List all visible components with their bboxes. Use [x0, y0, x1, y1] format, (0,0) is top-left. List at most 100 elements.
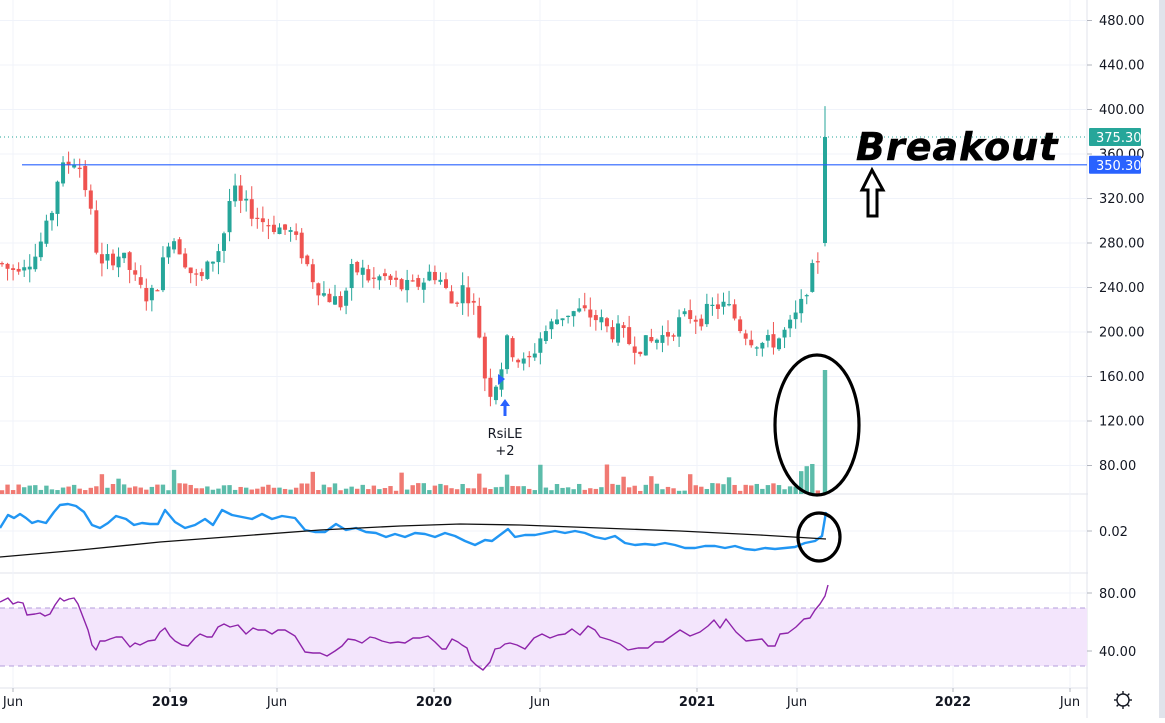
- volume-bar: [765, 485, 771, 494]
- candle: [310, 258, 315, 289]
- volume-bar: [515, 486, 521, 494]
- volume-bar: [171, 469, 177, 494]
- price-axis-label: 200.00: [1099, 326, 1145, 341]
- volume-bar: [249, 489, 254, 494]
- volume-bar: [410, 485, 415, 494]
- candle: [754, 346, 759, 357]
- candle: [72, 158, 77, 169]
- volume-bar: [577, 483, 582, 494]
- volume-bar: [83, 490, 88, 494]
- candle: [338, 291, 343, 311]
- volume-bar: [227, 485, 232, 494]
- volume-bar: [22, 487, 27, 494]
- candle: [671, 333, 676, 342]
- candle: [94, 200, 99, 255]
- candle: [294, 223, 299, 241]
- indicator-highlight-ellipse[interactable]: [796, 511, 842, 563]
- price-axis-label: 320.00: [1099, 192, 1145, 207]
- candle: [527, 351, 532, 368]
- scrollbar[interactable]: [1159, 0, 1165, 718]
- price-lines[interactable]: [0, 136, 1087, 166]
- volume-bar: [610, 483, 615, 494]
- volume-bar: [393, 490, 399, 494]
- candle: [604, 316, 609, 333]
- candle: [271, 215, 276, 235]
- candle: [105, 244, 110, 270]
- volume-bar: [166, 490, 171, 494]
- drawings[interactable]: RsiLE +2 Breakout: [488, 125, 1060, 563]
- candle: [160, 246, 165, 293]
- price-axis-label: 120.00: [1099, 415, 1145, 430]
- volume-bar: [560, 487, 565, 494]
- candle: [510, 336, 515, 362]
- candle: [0, 261, 4, 267]
- candle: [277, 223, 282, 235]
- volume-bar: [282, 488, 288, 494]
- candle: [266, 218, 271, 240]
- volume-bar: [699, 486, 704, 494]
- candle: [815, 252, 820, 274]
- svg-text:375.30: 375.30: [1096, 131, 1142, 146]
- candle: [577, 298, 582, 313]
- volume-highlight-ellipse[interactable]: [773, 353, 861, 497]
- gear-icon[interactable]: [1114, 691, 1132, 709]
- candle: [127, 251, 132, 284]
- volume-bar: [643, 484, 648, 494]
- volume-bar: [416, 483, 421, 494]
- candle: [799, 289, 804, 323]
- signal-label: RsiLE: [488, 427, 523, 442]
- candle: [438, 272, 443, 285]
- volume-bar: [299, 483, 304, 494]
- candlestick-series[interactable]: [0, 106, 827, 407]
- candle: [460, 272, 465, 315]
- candle: [788, 314, 793, 338]
- volume-bar: [332, 483, 338, 494]
- volume-bar: [604, 464, 610, 494]
- volume-bar: [310, 471, 315, 494]
- volume-bar: [5, 484, 10, 494]
- volume-bar: [599, 487, 604, 494]
- candle: [288, 226, 293, 242]
- candle: [632, 336, 637, 365]
- volume-bar: [371, 485, 377, 494]
- time-axis-label: Jun: [786, 695, 807, 710]
- candle: [638, 351, 643, 357]
- volume-bar: [760, 488, 765, 494]
- volume-bar: [355, 488, 360, 494]
- candle: [327, 288, 332, 303]
- candle: [83, 160, 88, 197]
- indicator-axis-label: 0.02: [1099, 525, 1128, 540]
- candle: [49, 210, 54, 231]
- candle: [560, 318, 565, 327]
- candle: [521, 352, 526, 371]
- oscillator-line: [0, 502, 828, 552]
- breakout-text[interactable]: Breakout: [856, 125, 1059, 170]
- volume-bar: [232, 489, 238, 494]
- candle: [382, 268, 387, 281]
- candle: [377, 274, 382, 290]
- candle: [627, 315, 632, 346]
- volume-bar: [366, 489, 371, 494]
- volume-bar: [349, 486, 354, 494]
- time-axis-label: Jun: [529, 695, 550, 710]
- time-axis-label: Jun: [266, 695, 287, 710]
- volume-bar: [543, 487, 549, 494]
- volume-bar: [105, 487, 110, 494]
- volume-bar: [49, 489, 55, 494]
- volume-bar: [288, 489, 293, 494]
- up-arrow-drawing-icon[interactable]: [859, 166, 886, 218]
- candle: [22, 259, 27, 277]
- candle: [16, 262, 21, 275]
- candle: [616, 315, 621, 346]
- volume-bar: [27, 485, 32, 494]
- rsi-band: [0, 607, 1087, 667]
- candle: [194, 268, 199, 286]
- volume-bar: [33, 485, 38, 494]
- volume-bar: [499, 486, 504, 494]
- candle: [55, 180, 60, 227]
- candle: [249, 186, 254, 227]
- candle: [710, 297, 715, 316]
